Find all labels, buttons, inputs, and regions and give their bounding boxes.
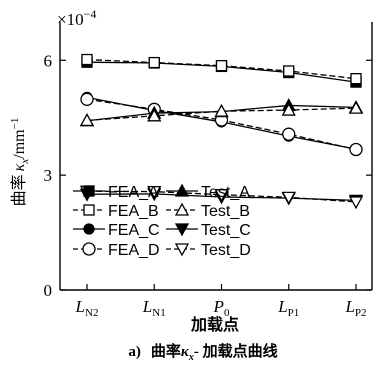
legend-label-fea-c: FEA_C <box>108 222 160 239</box>
data-point-test-b <box>348 100 364 114</box>
data-point-test-b <box>79 113 95 127</box>
legend-label-test-d: Test_D <box>201 242 251 259</box>
data-point-test-d <box>348 196 364 210</box>
figure-caption: a) 曲率κx- 加载点曲线 <box>128 342 277 363</box>
axes: 0 3 6 LN2 LN1 P0 LP1 LP2 <box>44 22 373 319</box>
data-point-fea-b <box>148 56 160 69</box>
y-scale-factor: ×10−4 <box>57 7 96 29</box>
data-point-test-b <box>147 108 162 122</box>
legend-marker-test-c <box>174 223 190 237</box>
legend-marker-test-a <box>174 183 190 197</box>
legend-marker-fea-d <box>82 242 96 256</box>
series-fea-b <box>81 53 362 85</box>
legend-label-fea-d: FEA_D <box>108 242 160 259</box>
data-point-fea-b <box>81 53 93 66</box>
legend-marker-fea-b <box>83 204 95 216</box>
x-tick-label: P0 <box>213 297 230 319</box>
data-point-test-d <box>281 191 296 205</box>
legend-label-test-a: Test_A <box>201 184 250 201</box>
data-point-fea-d <box>282 127 296 141</box>
legend-label-fea-b: FEA_B <box>108 203 159 220</box>
y-tick-label: 6 <box>44 51 53 70</box>
y-tick-label: 0 <box>44 281 53 300</box>
data-point-test-b <box>214 103 229 117</box>
series-layer <box>79 53 364 210</box>
legend-marker-test-d <box>174 243 190 257</box>
data-point-fea-b <box>283 65 295 77</box>
legend-label-fea-a: FEA_A <box>108 184 159 201</box>
x-tick-label: LP1 <box>277 297 299 319</box>
series-test-b <box>79 100 364 127</box>
x-tick-label: LP2 <box>344 297 366 319</box>
data-point-fea-b <box>350 73 362 85</box>
legend-marker-test-b <box>174 202 190 216</box>
legend-marker-fea-c <box>83 223 95 235</box>
y-tick-label: 3 <box>44 166 53 185</box>
data-point-fea-d <box>80 92 94 106</box>
x-tick-label: LN1 <box>142 297 166 319</box>
series-fea-d <box>80 92 363 157</box>
data-point-test-b <box>281 102 296 116</box>
y-axis-label: 曲率κx/mm−1 <box>9 118 31 207</box>
data-point-test-d <box>214 189 229 203</box>
x-tick-label: LN2 <box>75 297 99 319</box>
legend-marker-fea-a <box>83 185 95 197</box>
data-point-fea-d <box>349 142 363 157</box>
legend: FEA_A Test_A FEA_B Test_B FEA_C Test_C FEA_D Te… <box>73 183 251 259</box>
x-axis-label: 加载点 <box>190 315 239 334</box>
data-point-fea-b <box>215 59 228 72</box>
data-point-test-d <box>147 185 162 199</box>
legend-label-test-c: Test_C <box>201 222 251 239</box>
legend-label-test-b: Test_B <box>201 203 250 220</box>
